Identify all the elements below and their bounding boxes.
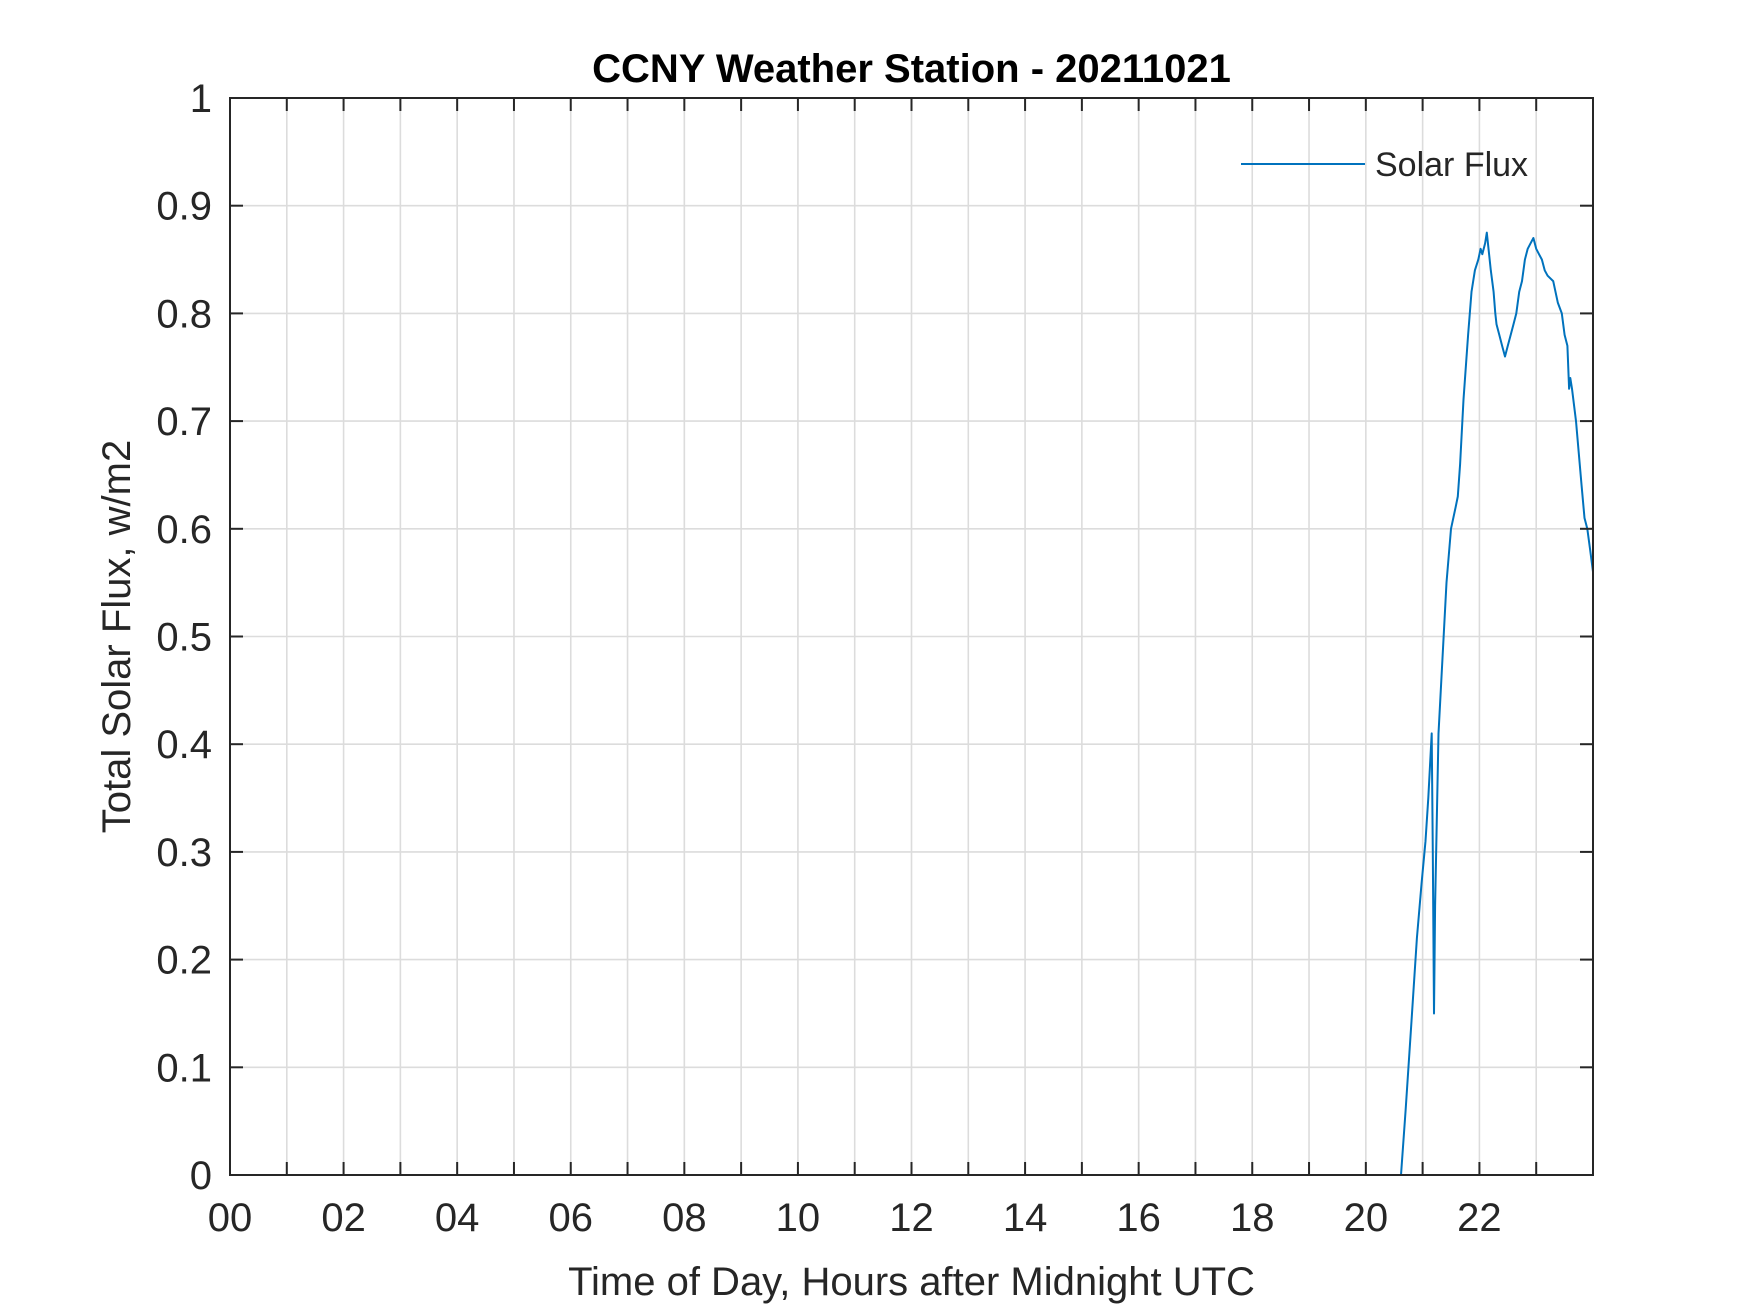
series-layer [1351,231,1594,1176]
x-tick-label: 10 [776,1196,821,1240]
x-ticks [229,98,1538,1175]
series-line-solar-flux [1351,231,1594,1176]
legend: Solar Flux [1241,146,1528,184]
y-tick-label: 0.4 [156,723,212,767]
y-axis-label: Total Solar Flux, w/m2 [95,440,139,833]
y-tick-label: 0.9 [156,185,212,229]
x-tick-label: 06 [549,1196,594,1240]
x-tick-label: 14 [1003,1196,1048,1240]
y-tick-label: 0.8 [156,292,212,336]
legend-label-solar-flux: Solar Flux [1375,146,1528,184]
x-tick-label: 08 [662,1196,707,1240]
x-tick-label: 00 [208,1196,253,1240]
y-ticks [230,97,1593,1176]
x-tick-label: 20 [1344,1196,1389,1240]
y-tick-label: 0.3 [156,831,212,875]
y-tick-label: 0.2 [156,939,212,983]
y-tick-label: 0.1 [156,1046,212,1090]
y-tick-label: 0.6 [156,508,212,552]
x-tick-label: 22 [1457,1196,1502,1240]
y-tick-label: 0.7 [156,400,212,444]
x-tick-label: 18 [1230,1196,1275,1240]
y-tick-label: 0.5 [156,616,212,660]
y-tick-label: 1 [190,77,212,121]
x-tick-label: 02 [321,1196,366,1240]
x-axis-label: Time of Day, Hours after Midnight UTC [568,1260,1255,1304]
x-tick-labels: 00 02 04 06 08 10 12 14 16 18 20 22 [208,1196,1502,1240]
y-tick-labels: 0 0.1 0.2 0.3 0.4 0.5 0.6 0.7 0.8 0.9 1 [156,77,212,1198]
x-tick-label: 16 [1116,1196,1161,1240]
x-tick-label: 04 [435,1196,480,1240]
x-tick-label: 12 [889,1196,934,1240]
y-tick-label: 0 [190,1154,212,1198]
chart-title: CCNY Weather Station - 20211021 [592,47,1231,91]
